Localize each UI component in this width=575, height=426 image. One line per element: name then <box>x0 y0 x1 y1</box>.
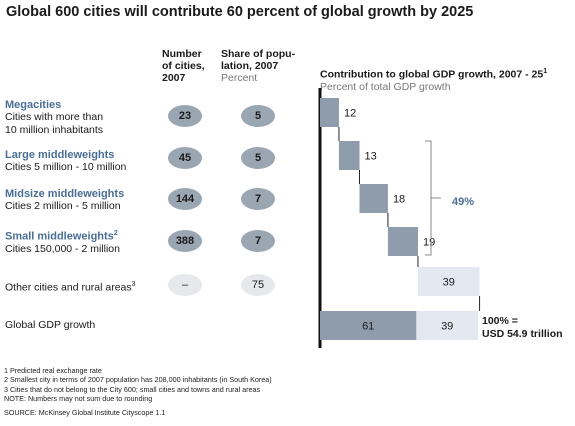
population-share-badge: 5 <box>241 105 275 127</box>
footnote: 1 Predicted real exchange rate <box>4 366 102 375</box>
population-share-badge: 5 <box>241 147 275 169</box>
cities-count-badge: – <box>168 274 202 296</box>
waterfall-bar <box>359 184 388 213</box>
bar-value-label: 13 <box>365 151 377 163</box>
category-description: Cities with more than <box>5 111 104 123</box>
category-title: Midsize middleweights <box>5 188 125 200</box>
category-label: Other cities and rural areas <box>5 281 132 294</box>
bar-value-label: 39 <box>443 277 455 289</box>
chart-title: Global 600 cities will contribute 60 per… <box>6 4 474 20</box>
total-bar-cities <box>320 311 417 340</box>
gdp-header-footnote-mark: 1 <box>543 68 548 75</box>
waterfall-bar <box>417 267 480 296</box>
row-label-large-middleweights: Large middleweights Cities 5 million - 1… <box>5 149 126 174</box>
category-footnote-mark: 3 <box>131 281 136 288</box>
category-title: Megacities <box>5 99 62 111</box>
category-description: Cities 150,000 - 2 million <box>5 242 120 255</box>
pop-header-line: lation, 2007 <box>221 60 279 72</box>
bar-value-label: 18 <box>393 194 405 206</box>
bar-value-label: 19 <box>423 237 435 249</box>
cities-header-line: 2007 <box>162 72 186 84</box>
footnote: 3 Cities that do not belong to the City … <box>4 384 261 394</box>
gdp-header-unit: Percent of total GDP growth <box>320 80 451 93</box>
gdp-header-title: Contribution to global GDP growth, 2007 … <box>320 68 544 81</box>
population-share-badge: 75 <box>241 274 275 296</box>
row-label-midsize-middleweights: Midsize middleweights Cities 2 million -… <box>5 188 124 213</box>
category-title: Small middleweights <box>5 230 114 243</box>
population-share-badge: 7 <box>241 188 275 210</box>
population-column-header: Share of popu- lation, 2007 Percent <box>221 48 295 84</box>
waterfall-bar <box>320 98 339 127</box>
total-bar-other <box>416 311 478 340</box>
cities-count-badge: 144 <box>168 188 202 210</box>
total-gdp-line: 100% = <box>482 315 518 327</box>
waterfall-bar <box>387 227 418 256</box>
population-share-badge: 7 <box>241 230 275 252</box>
row-label-other-cities: Other cities and rural areas3 <box>5 278 136 295</box>
source-note: SOURCE: McKinsey Global Institute Citysc… <box>4 407 166 417</box>
category-title: Large middleweights <box>5 149 115 161</box>
bar-value-label: 61 <box>362 321 374 333</box>
pop-header-line: Share of popu- <box>221 48 296 60</box>
cities-header-line: Number <box>162 48 202 60</box>
footnote: NOTE: Numbers may not sum due to roundin… <box>4 394 153 404</box>
row-label-megacities: Megacities Cities with more than 10 mill… <box>5 99 103 137</box>
bar-value-label: 39 <box>441 321 453 333</box>
cities-column-header: Number of cities, 2007 <box>162 48 205 84</box>
cities-header-line: of cities, <box>162 60 205 72</box>
row-label-small-middleweights: Small middleweights2 Cities 150,000 - 2 … <box>5 228 120 256</box>
pop-header-unit: Percent <box>221 72 258 84</box>
cities-count-badge: 23 <box>168 105 202 127</box>
footnotes: 1 Predicted real exchange rate 2 Smalles… <box>4 366 272 417</box>
category-footnote-mark: 2 <box>113 230 118 237</box>
bar-value-label: 12 <box>344 108 356 120</box>
row-label-global-gdp: Global GDP growth <box>5 319 96 331</box>
total-gdp-line: USD 54.9 trillion <box>482 328 563 340</box>
waterfall-bar <box>338 141 360 170</box>
bracket-total-label: 49% <box>452 196 475 208</box>
category-description: 10 million inhabitants <box>5 124 104 136</box>
category-description: Cities 5 million - 10 million <box>5 161 127 173</box>
cities-count-badge: 388 <box>168 230 202 252</box>
footnote: 2 Smallest city in terms of 2007 populat… <box>4 375 272 385</box>
gdp-column-header: Contribution to global GDP growth, 2007 … <box>320 66 547 93</box>
total-gdp-label: 100% = USD 54.9 trillion <box>482 315 563 341</box>
cities-count-badge: 45 <box>168 147 202 169</box>
category-description: Cities 2 million - 5 million <box>5 200 121 212</box>
